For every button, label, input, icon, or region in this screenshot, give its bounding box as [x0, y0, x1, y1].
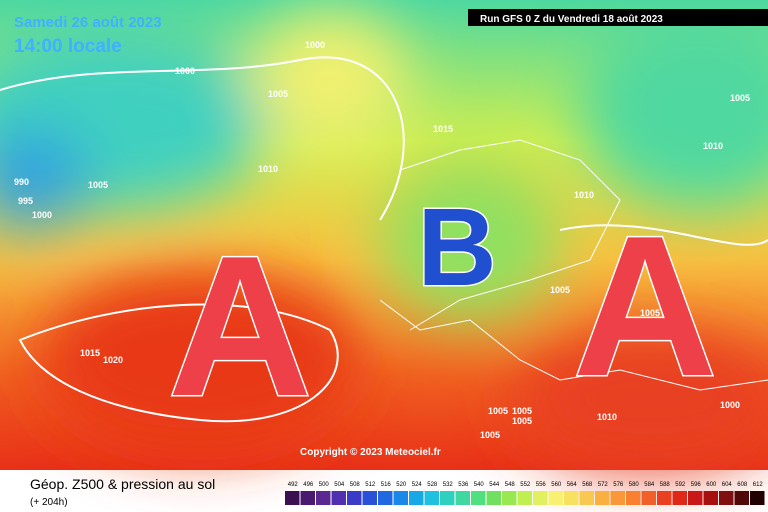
scale-cell	[548, 491, 563, 505]
isobar-label: 1010	[574, 190, 594, 200]
scale-cell	[703, 491, 718, 505]
scale-cell	[750, 491, 765, 505]
scale-cell	[300, 491, 315, 505]
scale-label: 588	[660, 482, 671, 488]
isobar-label: 990	[14, 177, 29, 187]
isobar-label: 1005	[488, 406, 508, 416]
scale-label: 552	[520, 482, 531, 488]
scale-label: 492	[288, 482, 299, 488]
scale-label: 576	[613, 482, 624, 488]
isobar-label: 1005	[730, 93, 750, 103]
scale-cell	[486, 491, 501, 505]
scale-cell	[657, 491, 672, 505]
scale-cell	[331, 491, 346, 505]
map	[0, 0, 768, 470]
scale-cell	[595, 491, 610, 505]
scale-label: 608	[737, 482, 748, 488]
isobar-label: 1000	[305, 40, 325, 50]
isobar-label: 1020	[103, 355, 123, 365]
isobar-label: 1010	[597, 412, 617, 422]
scale-label: 504	[334, 482, 345, 488]
isobar-label: 1005	[640, 308, 660, 318]
scale-label: 568	[582, 482, 593, 488]
scale-label: 532	[443, 482, 454, 488]
scale-cell	[610, 491, 625, 505]
isobar-label: 1005	[512, 406, 532, 416]
scale-label: 508	[350, 482, 361, 488]
isobar-label: 1000	[720, 400, 740, 410]
scale-cell	[424, 491, 439, 505]
copyright: Copyright © 2023 Meteociel.fr	[300, 447, 441, 458]
scale-cell	[626, 491, 641, 505]
scale-cell	[409, 491, 424, 505]
scale-label: 496	[303, 482, 314, 488]
scale-label: 560	[551, 482, 562, 488]
scale-cell	[719, 491, 734, 505]
scale-label: 548	[505, 482, 516, 488]
scale-cell	[378, 491, 393, 505]
scale-cell	[440, 491, 455, 505]
scale-cell	[579, 491, 594, 505]
scale-label: 580	[629, 482, 640, 488]
scale-label: 604	[722, 482, 733, 488]
scale-label: 596	[691, 482, 702, 488]
isobar-label: 1005	[88, 180, 108, 190]
scale-cell	[734, 491, 749, 505]
scale-cell	[455, 491, 470, 505]
scale-cell	[502, 491, 517, 505]
scale-cell	[641, 491, 656, 505]
isobar-label: 1005	[550, 285, 570, 295]
pressure-center: B	[417, 186, 496, 309]
scale-label: 556	[536, 482, 547, 488]
scale-label: 536	[458, 482, 469, 488]
isobar-label: 1005	[512, 416, 532, 426]
scale-label: 592	[675, 482, 686, 488]
pressure-center: A	[168, 215, 312, 438]
isobar-label: 1000	[175, 66, 195, 76]
scale-cell	[285, 491, 300, 505]
scale-cell	[362, 491, 377, 505]
scale-cell	[347, 491, 362, 505]
pressure-center: A	[573, 195, 717, 418]
scale-cell	[564, 491, 579, 505]
isobar-label: 995	[18, 196, 33, 206]
scale-label: 516	[381, 482, 392, 488]
isobar-label: 1010	[703, 141, 723, 151]
scale-cell	[533, 491, 548, 505]
scale-label: 572	[598, 482, 609, 488]
footer-title: Géop. Z500 & pression au sol	[30, 476, 215, 492]
time: 14:00 locale	[14, 36, 122, 57]
scale-cell	[688, 491, 703, 505]
scale-label: 544	[489, 482, 500, 488]
scale-label: 512	[365, 482, 376, 488]
scale-cell	[672, 491, 687, 505]
isobar-label: 1005	[480, 430, 500, 440]
scale-cell	[517, 491, 532, 505]
scale-label: 564	[567, 482, 578, 488]
isobar-label: 1010	[258, 164, 278, 174]
scale-label: 600	[706, 482, 717, 488]
scale-label: 520	[396, 482, 407, 488]
scale-label: 528	[427, 482, 438, 488]
scale-cell	[316, 491, 331, 505]
isobar-label: 1015	[433, 124, 453, 134]
isobar-label: 1015	[80, 348, 100, 358]
scale-label: 524	[412, 482, 423, 488]
run-info: Run GFS 0 Z du Vendredi 18 août 2023	[480, 14, 663, 25]
scale-label: 540	[474, 482, 485, 488]
isobar-label: 1005	[268, 89, 288, 99]
scale-cell	[393, 491, 408, 505]
scale-label: 500	[319, 482, 330, 488]
scale-label: 612	[753, 482, 764, 488]
scale-cell	[471, 491, 486, 505]
footer-subtitle: (+ 204h)	[30, 497, 68, 508]
date: Samedi 26 août 2023	[14, 14, 162, 31]
scale-label: 584	[644, 482, 655, 488]
isobar-label: 1000	[32, 210, 52, 220]
